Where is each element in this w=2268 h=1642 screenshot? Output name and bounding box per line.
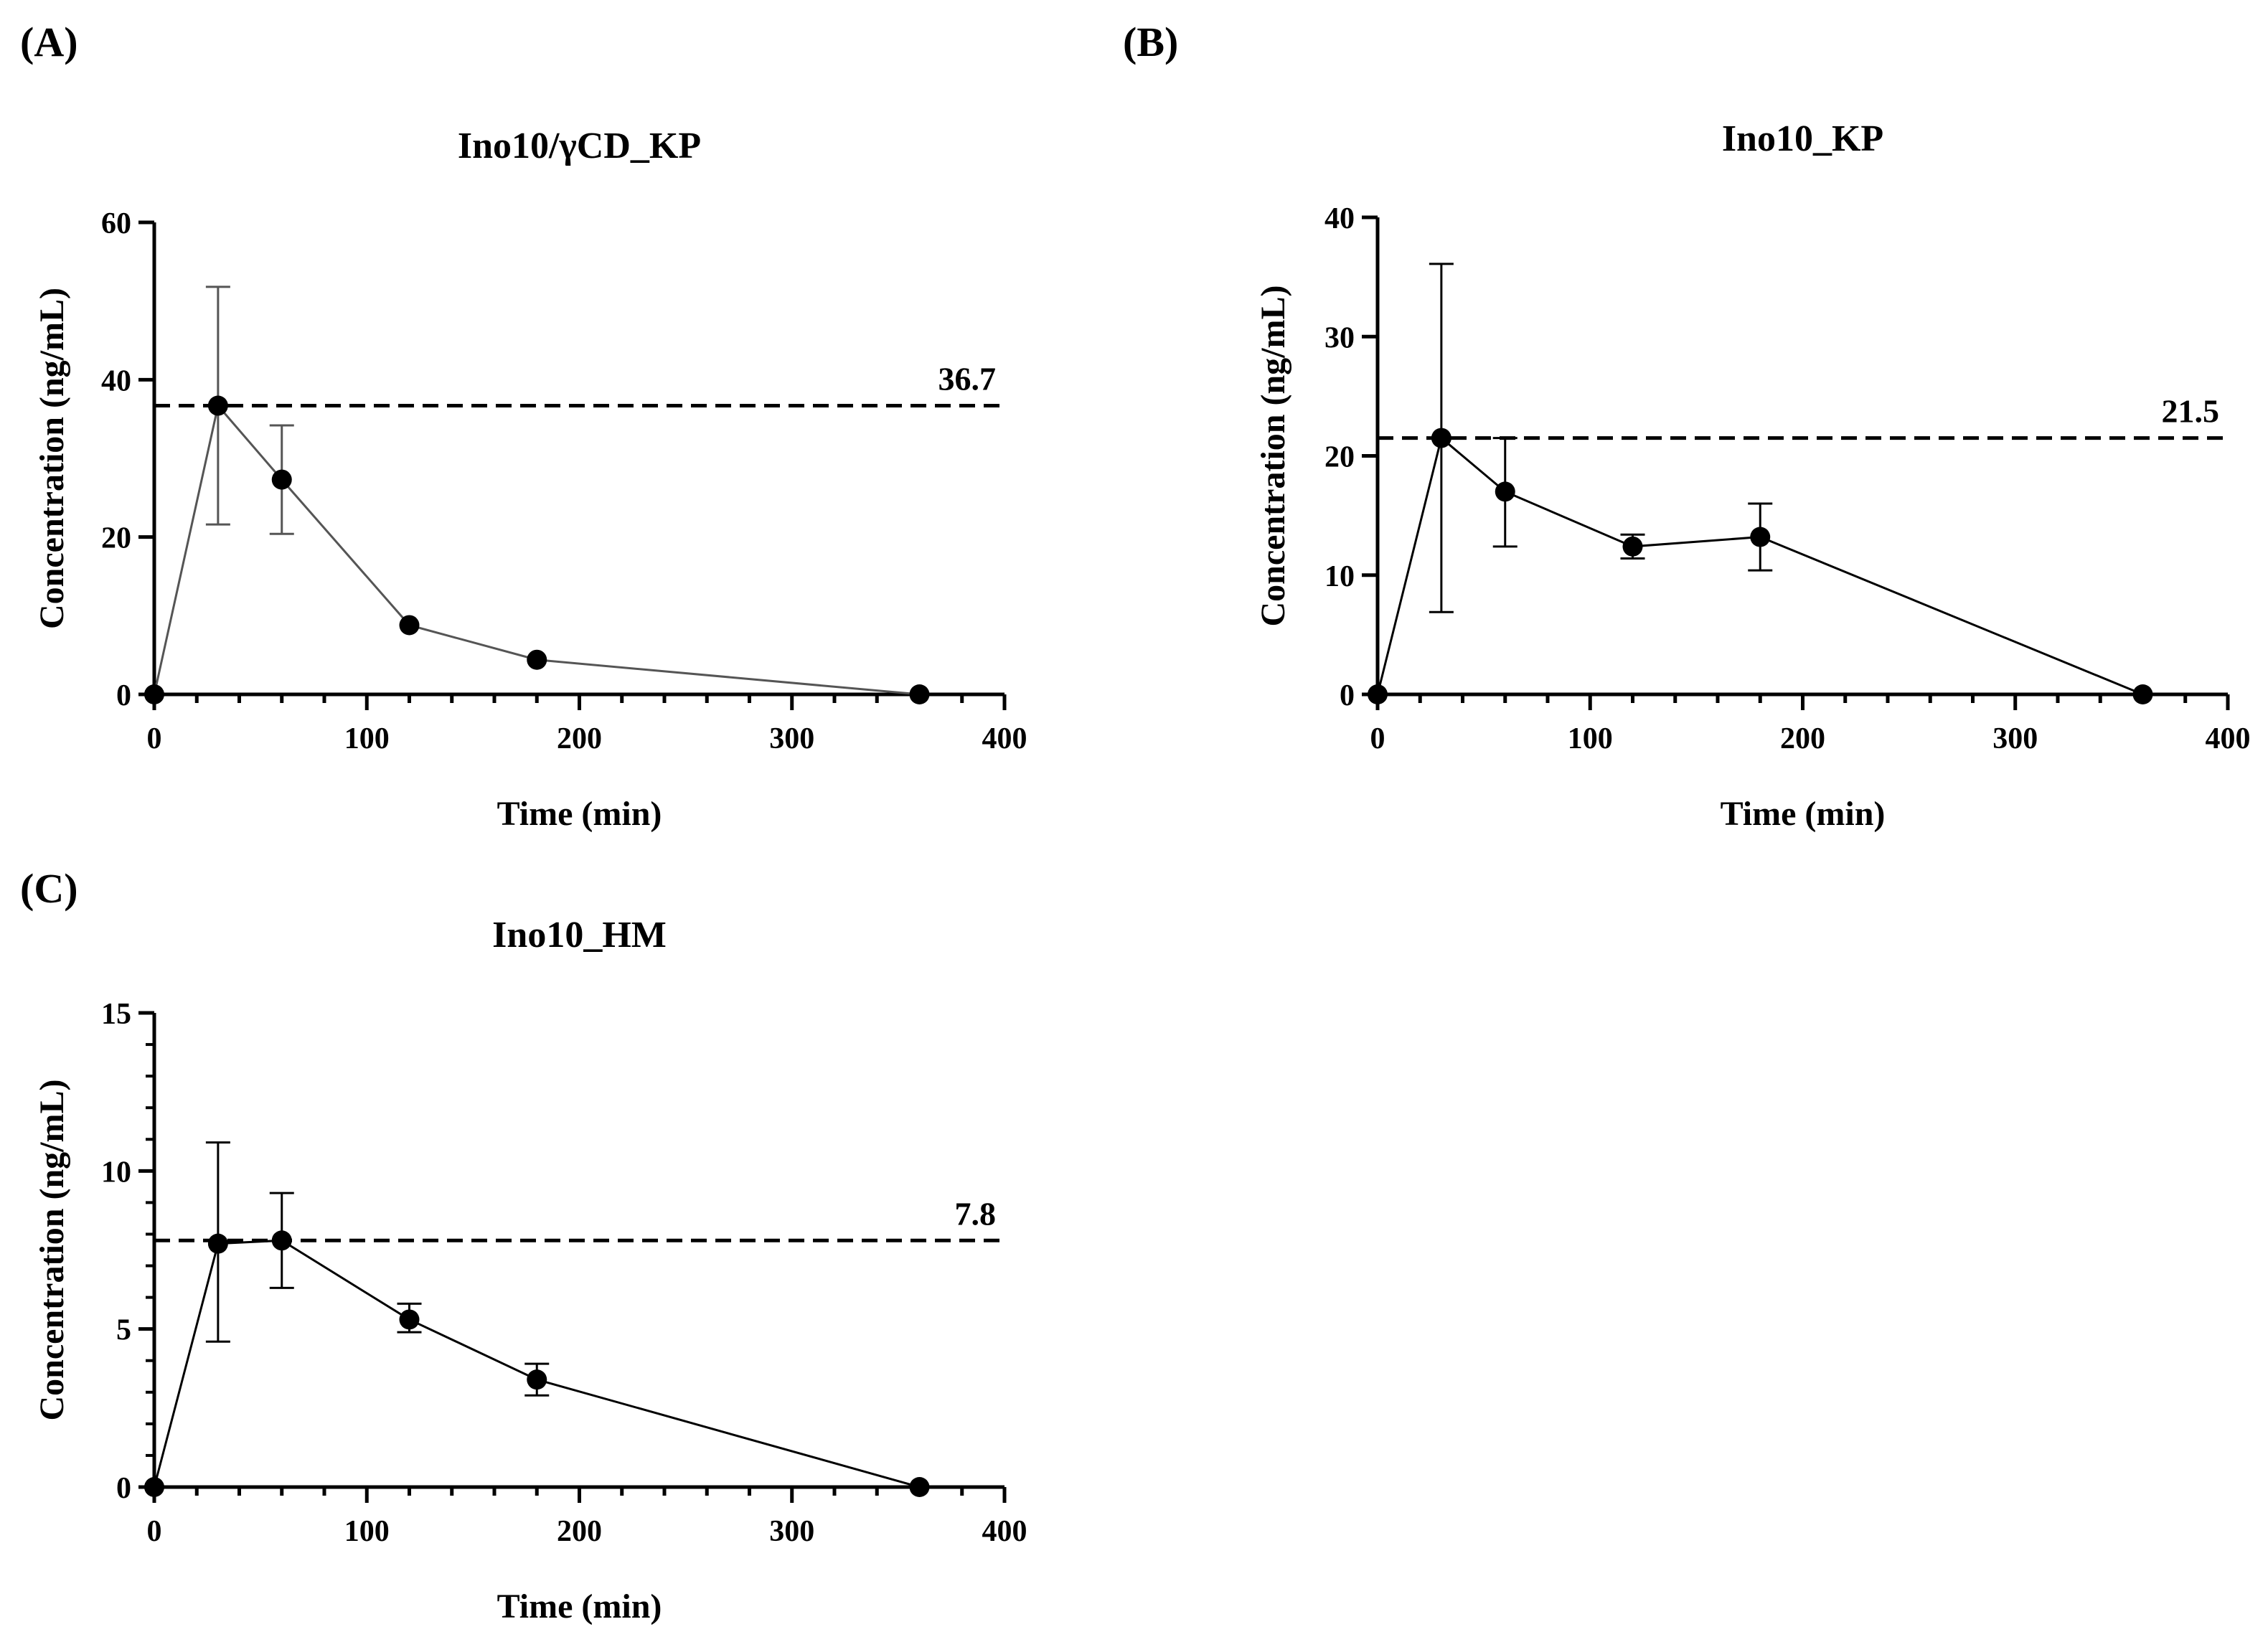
y-tick-label: 0 bbox=[116, 1472, 131, 1505]
y-tick-label: 10 bbox=[1324, 560, 1355, 593]
x-tick-label: 200 bbox=[557, 1515, 602, 1548]
data-point bbox=[909, 684, 930, 704]
data-point bbox=[1750, 527, 1771, 547]
y-tick-label: 30 bbox=[1324, 321, 1355, 354]
data-point bbox=[399, 1309, 420, 1330]
data-point bbox=[271, 469, 292, 490]
data-point bbox=[2132, 684, 2153, 704]
x-tick-label: 0 bbox=[1370, 722, 1385, 755]
data-point bbox=[271, 1230, 292, 1251]
chart-title: Ino10/γCD_KP bbox=[458, 126, 701, 166]
data-point bbox=[1368, 684, 1388, 704]
x-tick-label: 100 bbox=[344, 1515, 390, 1548]
data-point bbox=[909, 1477, 930, 1497]
data-point bbox=[207, 395, 228, 416]
chart-panel-b: (B) Ino10_KP 0 100 200 300 400 0 10 20 30 40 Time (m… bbox=[1123, 19, 2251, 833]
y-tick-label: 0 bbox=[116, 679, 131, 712]
chart-panel-a: (A) Ino10/γCD_KP 0 100 200 300 400 0 20 40 60 Time … bbox=[20, 19, 1027, 833]
x-tick-label: 400 bbox=[2206, 722, 2251, 755]
data-point bbox=[399, 615, 420, 636]
x-tick-label: 300 bbox=[1992, 722, 2038, 755]
data-point bbox=[527, 649, 547, 670]
chart-panel-c: (C) Ino10_HM 0 100 200 300 400 0 5 10 15 Time (min)… bbox=[20, 865, 1027, 1626]
panel-label: (C) bbox=[20, 865, 78, 912]
chart-title: Ino10_HM bbox=[492, 915, 667, 956]
x-tick-label: 300 bbox=[769, 722, 814, 755]
series-line bbox=[1376, 435, 2144, 696]
y-tick-label: 40 bbox=[101, 364, 131, 397]
y-tick-label: 40 bbox=[1324, 202, 1355, 235]
data-point bbox=[144, 684, 164, 704]
data-point bbox=[1495, 481, 1515, 502]
series-line bbox=[153, 1239, 920, 1488]
cmax-label: 7.8 bbox=[955, 1195, 997, 1232]
cmax-label: 36.7 bbox=[938, 361, 997, 397]
y-tick-label: 20 bbox=[1324, 441, 1355, 474]
y-axis-label: Concentration (ng/mL) bbox=[33, 1080, 71, 1421]
x-tick-label: 400 bbox=[982, 1515, 1027, 1548]
cmax-label: 21.5 bbox=[2162, 393, 2220, 430]
y-axis-label: Concentration (ng/mL) bbox=[33, 288, 71, 629]
data-point bbox=[1622, 536, 1643, 557]
data-point bbox=[144, 1477, 164, 1497]
x-tick-label: 100 bbox=[344, 722, 390, 755]
y-tick-label: 0 bbox=[1340, 679, 1355, 712]
y-tick-label: 15 bbox=[101, 998, 131, 1031]
x-axis-label: Time (min) bbox=[497, 795, 662, 833]
panel-label: (A) bbox=[20, 19, 78, 65]
data-point bbox=[1431, 428, 1451, 448]
series-line bbox=[153, 403, 920, 696]
x-tick-label: 100 bbox=[1568, 722, 1613, 755]
y-tick-label: 60 bbox=[101, 207, 131, 240]
x-axis-label: Time (min) bbox=[1721, 795, 1886, 833]
y-tick-label: 10 bbox=[101, 1156, 131, 1189]
x-tick-label: 400 bbox=[982, 722, 1027, 755]
data-point bbox=[527, 1369, 547, 1390]
x-tick-label: 0 bbox=[147, 722, 162, 755]
chart-title: Ino10_KP bbox=[1722, 118, 1883, 159]
y-tick-label: 20 bbox=[101, 522, 131, 555]
x-axis-label: Time (min) bbox=[497, 1587, 662, 1626]
panel-label: (B) bbox=[1123, 19, 1178, 65]
y-tick-label: 5 bbox=[116, 1314, 131, 1347]
data-point bbox=[207, 1233, 228, 1254]
x-tick-label: 0 bbox=[147, 1515, 162, 1548]
y-axis-label: Concentration (ng/mL) bbox=[1254, 286, 1292, 627]
x-tick-label: 200 bbox=[557, 722, 602, 755]
x-tick-label: 300 bbox=[769, 1515, 814, 1548]
x-tick-label: 200 bbox=[1780, 722, 1825, 755]
